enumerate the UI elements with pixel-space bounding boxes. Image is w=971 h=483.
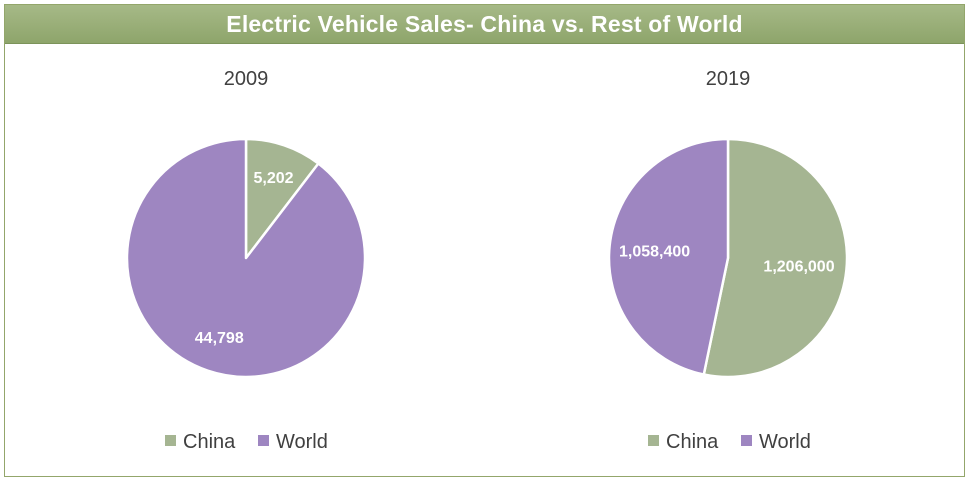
pie-title-2019: 2019 — [706, 68, 751, 90]
legend-swatch-world — [258, 435, 269, 446]
pie-slices-2009 — [125, 137, 367, 379]
legend-label-china: China — [183, 431, 236, 453]
pie-slice-china — [702, 137, 849, 379]
data-label-world: 1,058,400 — [619, 243, 690, 260]
legend-swatch-world — [741, 435, 752, 446]
pie-chart-2009: 2009 5,202 44,798 China World — [125, 68, 367, 453]
legend-label-china: China — [666, 431, 719, 453]
title-bar: Electric Vehicle Sales- China vs. Rest o… — [5, 5, 964, 44]
pie-labels-2009: 5,202 44,798 — [195, 170, 294, 347]
pie-slice-china — [244, 137, 320, 260]
legend-label-world: World — [276, 431, 328, 453]
data-label-world: 44,798 — [195, 330, 244, 347]
data-label-china: 1,206,000 — [763, 258, 834, 275]
legend-2019: China World — [648, 431, 811, 453]
chart-title: Electric Vehicle Sales- China vs. Rest o… — [226, 10, 743, 37]
pie-title-2009: 2009 — [224, 68, 269, 90]
legend-swatch-china — [165, 435, 176, 446]
pie-slices-2019 — [607, 137, 849, 379]
legend-swatch-china — [648, 435, 659, 446]
legend-2009: China World — [165, 431, 328, 453]
pie-slice-world — [125, 137, 367, 379]
pie-chart-2019: 2019 1,206,000 1,058,400 China World — [607, 68, 849, 453]
pie-labels-2019: 1,206,000 1,058,400 — [619, 243, 835, 275]
pie-slice-world — [607, 137, 730, 376]
data-label-china: 5,202 — [253, 170, 293, 187]
legend-label-world: World — [759, 431, 811, 453]
